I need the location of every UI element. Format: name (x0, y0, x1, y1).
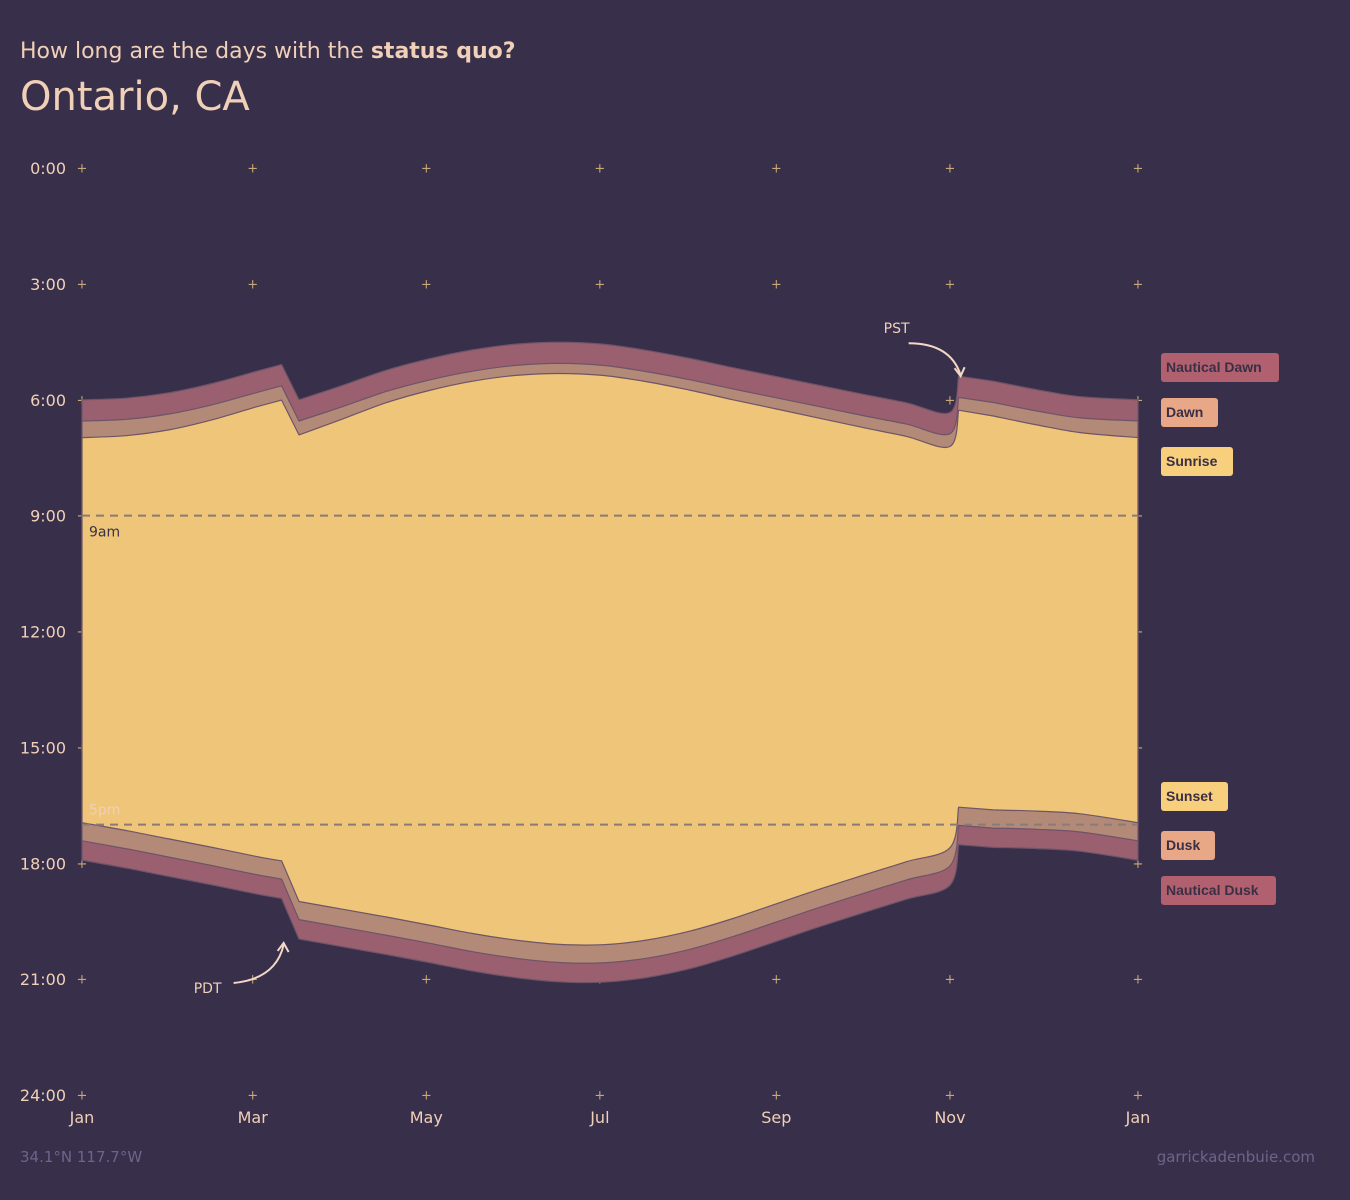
subtitle-text: How long are the days with the (20, 39, 364, 64)
y-tick-label: 18:00 (20, 854, 66, 873)
footer-credit: garrickadenbuie.com (1157, 1148, 1315, 1166)
legend-item-sunrise: Sunrise (1161, 447, 1233, 476)
legend-label: Sunrise (1166, 453, 1218, 469)
grid-marker: + (771, 162, 782, 177)
grid-marker: + (944, 1089, 955, 1104)
x-tick-label: Nov (934, 1108, 965, 1127)
grid-marker: + (247, 162, 258, 177)
chart-title: Ontario, CA (20, 74, 250, 120)
annotation-arrow-pst (908, 342, 962, 376)
legend-label: Sunset (1166, 788, 1213, 804)
legend-swatch (1161, 782, 1228, 811)
footer-coordinates: 34.1°N 117.7°W (20, 1148, 142, 1166)
reference-lines: 9am 5pm (82, 514, 1138, 826)
y-tick-label: 15:00 (20, 738, 66, 757)
annotation-arrowhead-pst (953, 366, 966, 379)
axis-layer: 0:00 3:00 6:00 9:00 12:00 15:00 18:00 21:00 24:0… (20, 159, 1150, 1127)
grid-marker: + (421, 1089, 432, 1104)
x-tick-label: Jul (589, 1108, 609, 1127)
grid-marker: + (247, 973, 258, 988)
grid-marker: + (77, 973, 88, 988)
grid-marker: + (421, 162, 432, 177)
legend-swatch (1161, 398, 1218, 427)
legend-label: Nautical Dawn (1166, 359, 1262, 375)
subtitle-emphasis: status quo? (371, 39, 516, 64)
grid-marker: + (77, 1089, 88, 1104)
legend-swatch (1161, 447, 1233, 476)
grid-marker: + (771, 973, 782, 988)
annotation-arrowhead-pdt (276, 941, 290, 953)
grid-marker: + (771, 1089, 782, 1104)
legend-swatch (1161, 831, 1215, 860)
grid-marker: + (77, 857, 88, 872)
y-tick-label: 0:00 (30, 159, 66, 178)
reference-label-5pm: 5pm (89, 803, 120, 819)
legend-item-dawn: Dawn (1161, 398, 1218, 427)
grid-marker: + (1133, 277, 1144, 292)
x-tick-label: Mar (238, 1108, 269, 1127)
x-tick-label: Sep (761, 1108, 791, 1127)
grid-marker: + (594, 277, 605, 292)
grid-marker: + (77, 277, 88, 292)
grid-marker: + (944, 162, 955, 177)
grid-marker: + (944, 277, 955, 292)
grid-marker: + (594, 1089, 605, 1104)
grid-marker: + (77, 162, 88, 177)
legend-item-sunset: Sunset (1161, 782, 1228, 811)
legend: Nautical Dawn Dawn Sunrise Sunset Dusk Nautic… (1161, 353, 1279, 905)
legend-item-nautical-dawn: Nautical Dawn (1161, 353, 1279, 382)
annotation-arrow-pdt (233, 944, 285, 984)
legend-swatch (1161, 876, 1276, 905)
x-tick-label: Jan (1125, 1108, 1151, 1127)
legend-item-dusk: Dusk (1161, 831, 1215, 860)
y-tick-label: 12:00 (20, 623, 66, 642)
annotation-pdt: PDT (194, 981, 222, 997)
legend-item-nautical-dusk: Nautical Dusk (1161, 876, 1276, 905)
band-layer (81, 341, 1139, 984)
grid-marker: + (944, 973, 955, 988)
legend-label: Dawn (1166, 404, 1203, 420)
grid-marker: + (421, 277, 432, 292)
y-tick-label: 3:00 (30, 275, 66, 294)
grid-marker: + (944, 393, 955, 408)
grid-marker: + (421, 973, 432, 988)
y-tick-label: 9:00 (30, 507, 66, 526)
grid-marker: + (1133, 1089, 1144, 1104)
y-tick-label: 21:00 (20, 970, 66, 989)
grid-marker: + (1133, 857, 1144, 872)
grid-marker: + (247, 1089, 258, 1104)
grid-marker: + (1133, 162, 1144, 177)
chart-subtitle: How long are the days with the status qu… (20, 39, 516, 64)
grid-marker: + (1133, 973, 1144, 988)
annotation-pst: PST (884, 321, 910, 337)
y-tick-label: 6:00 (30, 391, 66, 410)
legend-label: Dusk (1166, 837, 1200, 853)
annotations: PST PDT (194, 321, 966, 997)
legend-swatch (1161, 353, 1279, 382)
legend-label: Nautical Dusk (1166, 882, 1259, 898)
grid-marker: + (594, 162, 605, 177)
grid-marker: + (771, 277, 782, 292)
reference-label-9am: 9am (89, 525, 120, 541)
x-tick-label: May (410, 1108, 443, 1127)
y-tick-label: 24:00 (20, 1086, 66, 1105)
x-tick-label: Jan (69, 1108, 95, 1127)
grid-marker: + (247, 277, 258, 292)
